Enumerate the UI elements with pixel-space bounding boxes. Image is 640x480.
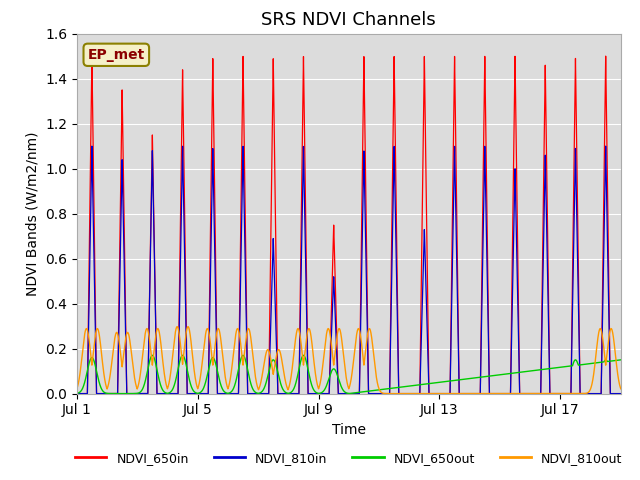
NDVI_810out <box>408 391 416 396</box>
NDVI_650in <box>207 243 214 249</box>
NDVI_810out <box>358 348 366 354</box>
NDVI_650in <box>73 391 81 396</box>
NDVI_650in <box>201 391 209 396</box>
NDVI_810in <box>408 391 416 396</box>
Title: SRS NDVI Channels: SRS NDVI Channels <box>261 11 436 29</box>
NDVI_810out <box>617 386 625 392</box>
NDVI_650out <box>226 390 234 396</box>
NDVI_810in <box>617 391 625 396</box>
NDVI_650out <box>207 360 214 365</box>
NDVI_650out <box>148 352 156 358</box>
NDVI_650out <box>201 381 209 387</box>
NDVI_650out <box>358 389 366 395</box>
NDVI_810in <box>73 391 81 396</box>
NDVI_810in <box>88 143 96 149</box>
NDVI_650out <box>617 357 625 363</box>
NDVI_650in <box>390 55 398 61</box>
NDVI_650in <box>88 53 96 59</box>
NDVI_650out <box>408 383 416 389</box>
NDVI_810out <box>390 391 398 396</box>
NDVI_650out <box>109 391 117 396</box>
NDVI_650in <box>226 391 234 396</box>
NDVI_650in <box>358 168 366 174</box>
Legend: NDVI_650in, NDVI_810in, NDVI_650out, NDVI_810out: NDVI_650in, NDVI_810in, NDVI_650out, NDV… <box>70 447 628 469</box>
NDVI_810out <box>73 386 81 392</box>
Text: EP_met: EP_met <box>88 48 145 62</box>
NDVI_650out <box>73 391 81 396</box>
NDVI_810in <box>201 391 209 396</box>
NDVI_810in <box>207 283 214 288</box>
NDVI_650out <box>390 385 398 391</box>
NDVI_810out <box>387 391 394 396</box>
NDVI_810out <box>207 339 214 345</box>
NDVI_810out <box>173 324 181 330</box>
NDVI_810in <box>390 144 398 150</box>
NDVI_810in <box>358 231 366 237</box>
Y-axis label: NDVI Bands (W/m2/nm): NDVI Bands (W/m2/nm) <box>26 132 40 296</box>
Line: NDVI_650out: NDVI_650out <box>77 355 621 394</box>
X-axis label: Time: Time <box>332 423 366 437</box>
Line: NDVI_810out: NDVI_810out <box>77 327 621 394</box>
Line: NDVI_650in: NDVI_650in <box>77 56 621 394</box>
NDVI_650in <box>408 391 416 396</box>
NDVI_810out <box>226 380 234 386</box>
NDVI_810in <box>226 391 234 396</box>
Line: NDVI_810in: NDVI_810in <box>77 146 621 394</box>
NDVI_650in <box>617 391 625 396</box>
NDVI_810out <box>201 335 209 340</box>
